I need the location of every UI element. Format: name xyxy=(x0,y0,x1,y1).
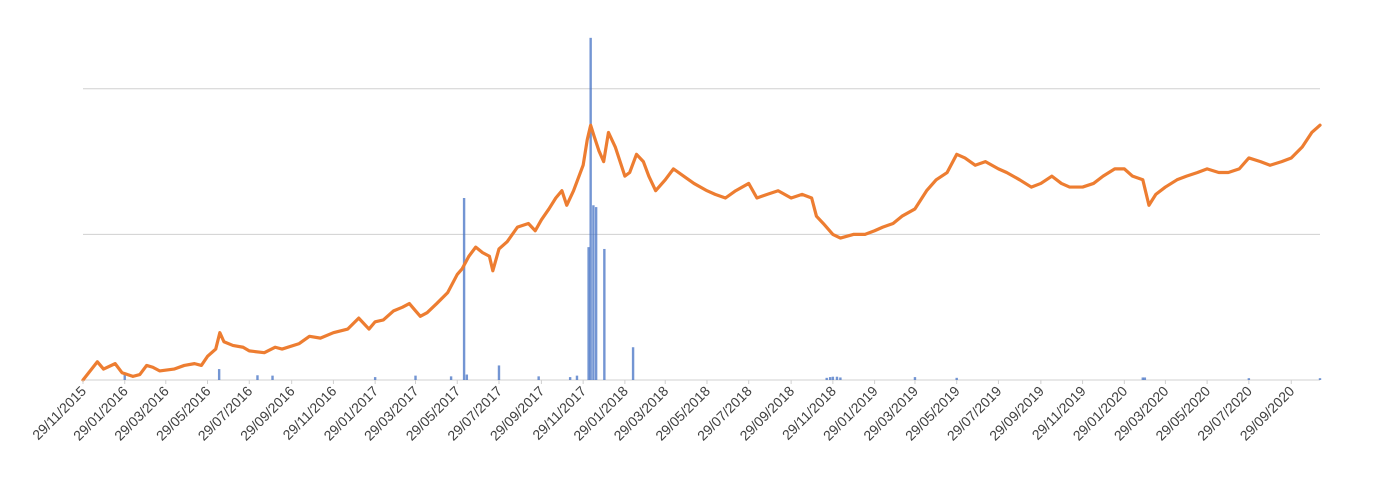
x-axis-tick-labels: 29/11/201529/01/201629/03/201629/05/2016… xyxy=(29,380,1298,444)
bar xyxy=(123,374,126,380)
bar xyxy=(462,198,466,380)
gridlines xyxy=(83,88,1320,381)
bar xyxy=(1247,378,1251,380)
bar xyxy=(256,375,259,380)
bar xyxy=(913,377,917,380)
bar xyxy=(831,376,835,380)
bar xyxy=(271,375,274,380)
line-path xyxy=(81,123,1322,382)
bar xyxy=(828,377,832,380)
bar xyxy=(465,374,469,380)
bar xyxy=(1141,377,1144,380)
bar xyxy=(537,376,540,380)
bar xyxy=(955,377,958,380)
bar xyxy=(1143,377,1147,380)
bar xyxy=(592,205,595,380)
bar xyxy=(587,247,590,380)
bar xyxy=(1318,378,1322,380)
bar xyxy=(373,377,377,380)
bar xyxy=(449,376,453,380)
bar xyxy=(835,376,839,380)
bar xyxy=(575,375,579,380)
bar xyxy=(594,207,598,380)
bar xyxy=(631,347,635,380)
line-series xyxy=(81,123,1322,382)
bar-series xyxy=(123,37,1322,381)
bar xyxy=(497,365,501,380)
bar xyxy=(825,377,828,380)
bar xyxy=(414,375,417,380)
bar xyxy=(603,248,606,380)
bar xyxy=(839,377,842,380)
bar xyxy=(217,369,221,380)
bar xyxy=(568,377,572,380)
bar xyxy=(589,37,592,381)
